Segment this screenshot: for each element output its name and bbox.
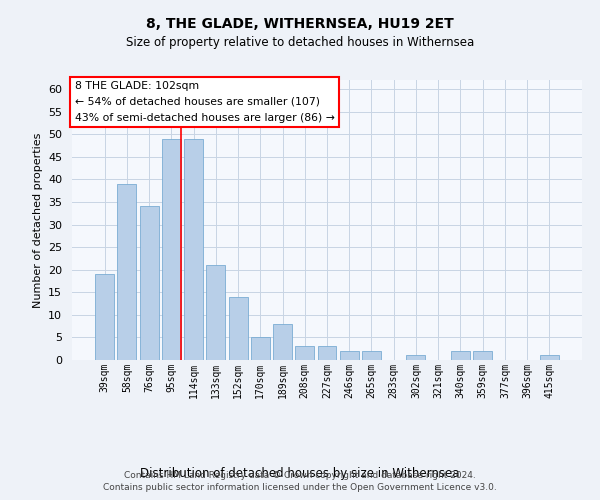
Bar xyxy=(362,351,381,360)
Bar xyxy=(473,351,492,360)
Text: Contains HM Land Registry data © Crown copyright and database right 2024.
Contai: Contains HM Land Registry data © Crown c… xyxy=(103,471,497,492)
Y-axis label: Number of detached properties: Number of detached properties xyxy=(32,132,43,308)
Text: 8, THE GLADE, WITHERNSEA, HU19 2ET: 8, THE GLADE, WITHERNSEA, HU19 2ET xyxy=(146,18,454,32)
Bar xyxy=(140,206,158,360)
Text: Distribution of detached houses by size in Withernsea: Distribution of detached houses by size … xyxy=(140,467,460,480)
Bar xyxy=(118,184,136,360)
Bar xyxy=(206,265,225,360)
Bar xyxy=(251,338,270,360)
Bar xyxy=(340,351,359,360)
Bar xyxy=(406,356,425,360)
Text: 8 THE GLADE: 102sqm
← 54% of detached houses are smaller (107)
43% of semi-detac: 8 THE GLADE: 102sqm ← 54% of detached ho… xyxy=(74,82,334,122)
Bar xyxy=(295,346,314,360)
Bar xyxy=(273,324,292,360)
Bar xyxy=(229,297,248,360)
Bar xyxy=(540,356,559,360)
Bar xyxy=(162,138,181,360)
Bar xyxy=(317,346,337,360)
Text: Size of property relative to detached houses in Withernsea: Size of property relative to detached ho… xyxy=(126,36,474,49)
Bar xyxy=(184,138,203,360)
Bar xyxy=(95,274,114,360)
Bar xyxy=(451,351,470,360)
